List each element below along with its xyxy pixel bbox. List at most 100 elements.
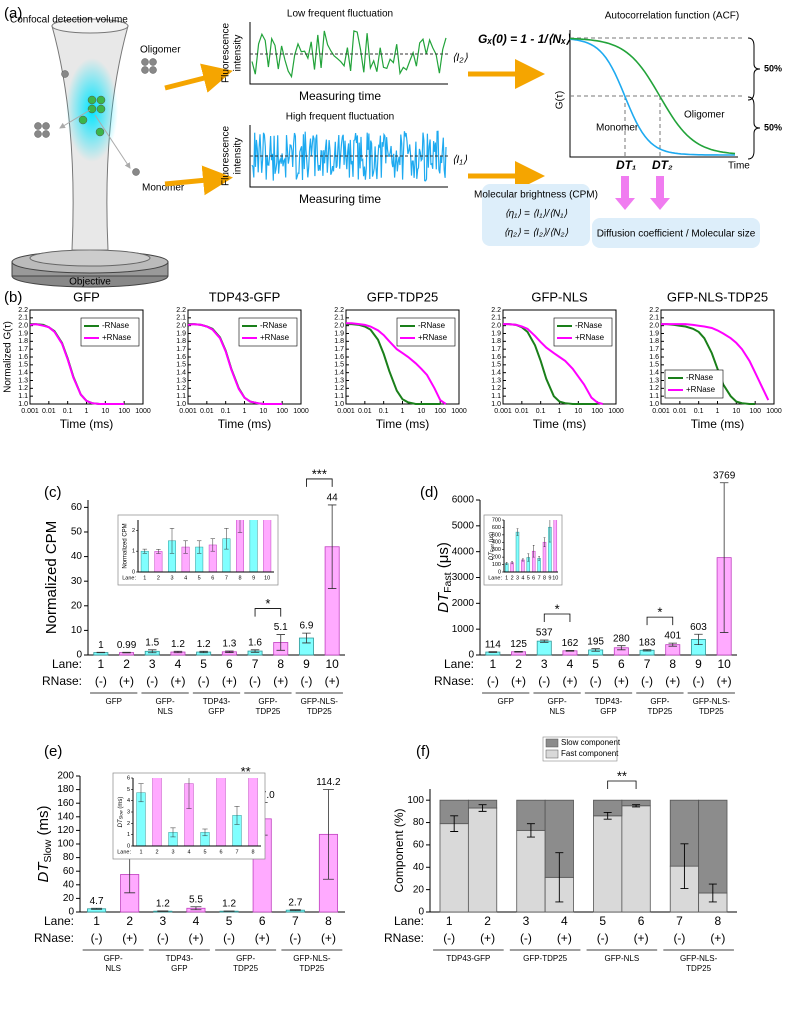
- error-bar: [555, 852, 564, 903]
- y-tick-label: 2.0: [176, 323, 186, 330]
- lane-label: Lane:: [52, 657, 82, 671]
- y-tick-label: 1.9: [334, 330, 344, 337]
- inset-lane-number: 9: [252, 575, 255, 581]
- y-tick-label: 2000: [452, 598, 475, 609]
- y-tick-label: 1.1: [491, 393, 501, 400]
- error-bar: [603, 812, 612, 820]
- inset-lane-number: 1: [139, 849, 142, 855]
- y-tick-label: 2.0: [18, 323, 28, 330]
- y-tick-label: 1.2: [649, 385, 659, 392]
- y-tick-label: 140: [57, 811, 74, 822]
- group-label: GFP-: [548, 697, 567, 706]
- bar: [510, 562, 514, 572]
- molecules: [34, 58, 157, 176]
- x-tick-label: 100: [276, 408, 288, 415]
- lane-number: 4: [175, 657, 182, 671]
- inset-y-tick-label: 0: [127, 843, 130, 849]
- y-tick-label: 1.2: [176, 385, 186, 392]
- y-tick-label: 1.5: [176, 362, 186, 369]
- error-bar: [540, 639, 549, 643]
- y-tick-label: 1.7: [334, 346, 344, 353]
- group-label: GFP-: [236, 954, 255, 963]
- lane-number: 8: [277, 657, 284, 671]
- y-tick-label: 120: [57, 825, 74, 836]
- condition: (-): [692, 674, 704, 688]
- inset-lane-number: 3: [171, 849, 174, 855]
- group-label: TDP25: [699, 707, 724, 716]
- bar: [248, 778, 258, 846]
- condition: (+): [188, 931, 203, 945]
- label-part: Fast: [442, 572, 454, 593]
- y-tick-label: 0: [418, 907, 424, 918]
- y-tick-label: 1.4: [18, 370, 28, 377]
- label-part: DT: [118, 818, 124, 827]
- value-label: 401: [664, 631, 681, 642]
- y-tick-label: 1.2: [491, 385, 501, 392]
- y-tick-label: 2.0: [491, 323, 501, 330]
- inset-plot: [504, 520, 558, 572]
- legend-swatch: [545, 738, 559, 748]
- intensity-label: intensity: [233, 138, 244, 175]
- lane-number: 2: [126, 914, 133, 928]
- x-tick-label: 0.001: [21, 408, 39, 415]
- y-tick-label: 60: [413, 840, 425, 851]
- condition-label: RNase:: [434, 674, 474, 688]
- y-tick-label: 60: [71, 502, 83, 513]
- inset-y-tick-label: 700: [492, 517, 501, 523]
- y-axis-label: DTSlow (ms): [35, 806, 54, 883]
- mean-intensity: ⟨I₁⟩: [452, 154, 468, 166]
- condition: (+): [557, 931, 572, 945]
- y-tick-label: 1.4: [334, 370, 344, 377]
- error-bar: [199, 650, 208, 654]
- x-tick-label: 100: [749, 408, 761, 415]
- error-bar: [591, 648, 600, 652]
- group-label: GFP-NLS-: [693, 697, 731, 706]
- lane-number: 8: [325, 914, 332, 928]
- error-bar: [170, 827, 176, 838]
- inset-y-tick-label: 2: [132, 528, 135, 534]
- x-tick-label: 0.1: [63, 408, 73, 415]
- condition: (+): [614, 674, 629, 688]
- error-bar: [237, 520, 243, 533]
- y-tick-label: 200: [57, 771, 74, 782]
- value-label: 44: [327, 493, 339, 504]
- x-tick-label: 1: [558, 408, 562, 415]
- lane-number: 8: [714, 914, 721, 928]
- chart-title: GFP-NLS-TDP25: [667, 289, 768, 304]
- error-bar: [173, 650, 183, 654]
- inset-y-tick-label: 400: [492, 540, 501, 546]
- y-tick-label: 0: [468, 650, 474, 661]
- error-bar: [225, 650, 234, 653]
- x-tick-label: 1: [716, 408, 720, 415]
- low-frequency-trace: [251, 30, 447, 79]
- lane-number: 3: [541, 657, 548, 671]
- line-series: [661, 323, 770, 401]
- y-tick-label: 1.5: [18, 362, 28, 369]
- group-label: GFP: [171, 964, 187, 973]
- y-axis-label: Component (%): [392, 808, 406, 892]
- value-label: 5.1: [274, 622, 288, 633]
- inset-lane-number: 5: [527, 575, 530, 581]
- y-tick-label: 1.1: [18, 393, 28, 400]
- x-tick-label: 10: [417, 408, 425, 415]
- error-bar: [322, 789, 334, 880]
- label-part: Slow: [42, 839, 54, 862]
- value-label: 1: [98, 640, 104, 651]
- significance-bracket: [306, 478, 333, 487]
- error-bar: [708, 883, 717, 903]
- condition: (-): [157, 931, 169, 945]
- y-tick-label: 100: [57, 839, 74, 850]
- group-label: TDP25: [299, 964, 324, 973]
- x-axis-label: Time (ms): [376, 417, 430, 431]
- lane-number: 1: [98, 657, 105, 671]
- group-label: TDP25: [647, 707, 672, 716]
- lane-number: 2: [123, 657, 130, 671]
- legend-label: -RNase: [575, 321, 603, 330]
- group-label: GFP-TDP25: [523, 954, 568, 963]
- dt-label: DT₁: [616, 158, 636, 172]
- legend-label: +RNase: [686, 385, 716, 394]
- y-tick-label: 40: [413, 862, 425, 873]
- lane-number: 9: [695, 657, 702, 671]
- y-axis-label: DTFast (μs): [435, 542, 454, 613]
- condition: (+): [255, 931, 270, 945]
